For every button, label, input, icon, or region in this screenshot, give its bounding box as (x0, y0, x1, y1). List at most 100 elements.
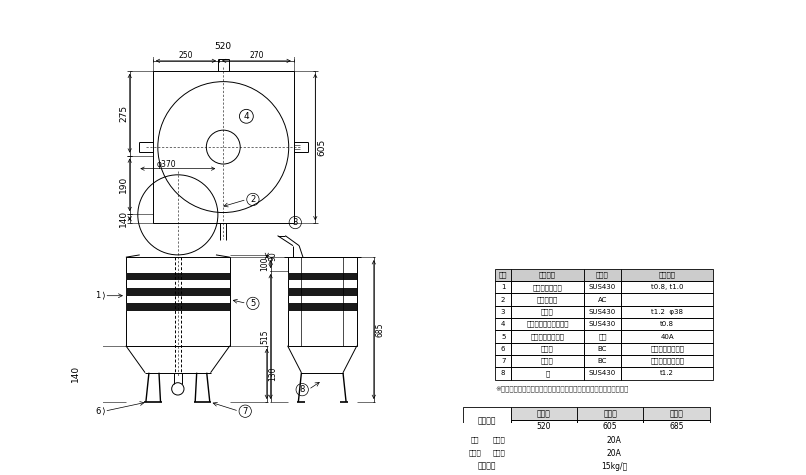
Text: ※　改善の為、仕様及び外観を予告なしに変更することがあります。: ※ 改善の為、仕様及び外観を予告なしに変更することがあります。 (496, 386, 629, 392)
Bar (153, 71, 293, 223)
Bar (584, 355, 621, 367)
Text: BC: BC (598, 346, 607, 352)
Text: φ370: φ370 (156, 160, 176, 169)
Text: t1.2: t1.2 (660, 370, 674, 377)
Bar (584, 318, 621, 330)
Text: 685: 685 (376, 323, 384, 337)
Bar (496, 306, 511, 318)
Text: 給水口: 給水口 (541, 345, 554, 352)
Bar (511, 446, 717, 460)
Text: 備　　考: 備 考 (659, 272, 675, 278)
Text: 605: 605 (603, 422, 617, 431)
Bar (577, 420, 643, 434)
Bar (463, 434, 486, 460)
Text: 間　口: 間 口 (537, 409, 551, 418)
Bar (643, 420, 709, 434)
Text: 4: 4 (501, 321, 505, 327)
Text: 140: 140 (119, 210, 128, 227)
Bar (511, 355, 584, 367)
Bar (621, 367, 713, 380)
Text: 材　質: 材 質 (596, 272, 609, 278)
Text: 685: 685 (669, 422, 683, 431)
Bar (584, 269, 621, 281)
Bar (577, 408, 643, 420)
Text: 5: 5 (251, 299, 256, 308)
Bar (496, 342, 511, 355)
Bar (643, 408, 709, 420)
Text: 90: 90 (268, 251, 277, 261)
Bar (511, 281, 584, 294)
Text: 洗米能力: 洗米能力 (478, 462, 496, 471)
Text: 4: 4 (243, 112, 249, 121)
Bar (621, 330, 713, 342)
Bar (126, 304, 230, 311)
Text: 40A: 40A (660, 333, 674, 340)
Bar (496, 269, 511, 281)
Text: SUS430: SUS430 (589, 284, 616, 290)
Text: 5: 5 (501, 333, 505, 340)
Text: 7: 7 (243, 407, 248, 416)
Bar (584, 281, 621, 294)
Text: オーバーフロー管: オーバーフロー管 (530, 333, 564, 340)
Bar (463, 473, 511, 475)
Bar (511, 342, 584, 355)
Text: 2: 2 (501, 296, 505, 303)
Bar (511, 473, 717, 475)
Text: 本体（洗米槽）: 本体（洗米槽） (533, 284, 563, 291)
Bar (496, 355, 511, 367)
Text: 3: 3 (501, 309, 505, 315)
Text: 515: 515 (260, 329, 269, 344)
Text: 1: 1 (96, 291, 101, 300)
Text: 250: 250 (179, 51, 193, 60)
Bar (288, 257, 357, 346)
Bar (511, 306, 584, 318)
Text: 三方ボールバルブ: 三方ボールバルブ (650, 345, 684, 352)
Bar (621, 318, 713, 330)
Text: 2: 2 (251, 195, 256, 204)
Text: 8: 8 (300, 385, 305, 394)
Text: 270: 270 (249, 51, 264, 60)
Bar (486, 434, 511, 446)
Text: 給水口: 給水口 (492, 437, 505, 443)
Bar (511, 367, 584, 380)
Bar (288, 304, 357, 311)
Bar (496, 330, 511, 342)
Bar (496, 367, 511, 380)
Text: 高　さ: 高 さ (670, 409, 683, 418)
Bar (621, 269, 713, 281)
Text: 接続口: 接続口 (468, 450, 481, 456)
Bar (511, 269, 584, 281)
Bar (584, 342, 621, 355)
Bar (511, 408, 577, 420)
Text: 三方ボールバルブ: 三方ボールバルブ (650, 358, 684, 364)
Text: SUS430: SUS430 (589, 309, 616, 315)
Text: 排水口: 排水口 (541, 358, 554, 364)
Text: 130: 130 (268, 367, 277, 381)
Text: SUS430: SUS430 (589, 370, 616, 377)
Text: 塩ビ: 塩ビ (598, 333, 607, 340)
Bar (496, 281, 511, 294)
Text: 15kg/回: 15kg/回 (601, 462, 627, 471)
Text: 1: 1 (501, 284, 505, 290)
Text: 3: 3 (293, 218, 298, 227)
Text: 品　　名: 品 名 (539, 272, 556, 278)
Bar (511, 318, 584, 330)
Bar (496, 318, 511, 330)
Bar (126, 257, 230, 346)
Text: 切換バルブ: 切換バルブ (537, 296, 558, 303)
Text: 8: 8 (501, 370, 505, 377)
Bar (621, 355, 713, 367)
Text: 6: 6 (95, 407, 101, 416)
Bar (126, 288, 230, 296)
Text: 20A: 20A (607, 436, 621, 445)
Text: 275: 275 (119, 104, 128, 122)
Text: 520: 520 (537, 422, 551, 431)
Bar (511, 294, 584, 306)
Text: 190: 190 (119, 176, 128, 193)
Bar (511, 330, 584, 342)
Bar (621, 342, 713, 355)
Text: AC: AC (598, 296, 607, 303)
Text: 20A: 20A (607, 449, 621, 458)
Text: 奥　行: 奥 行 (603, 409, 617, 418)
Text: 排水口: 排水口 (492, 450, 505, 456)
